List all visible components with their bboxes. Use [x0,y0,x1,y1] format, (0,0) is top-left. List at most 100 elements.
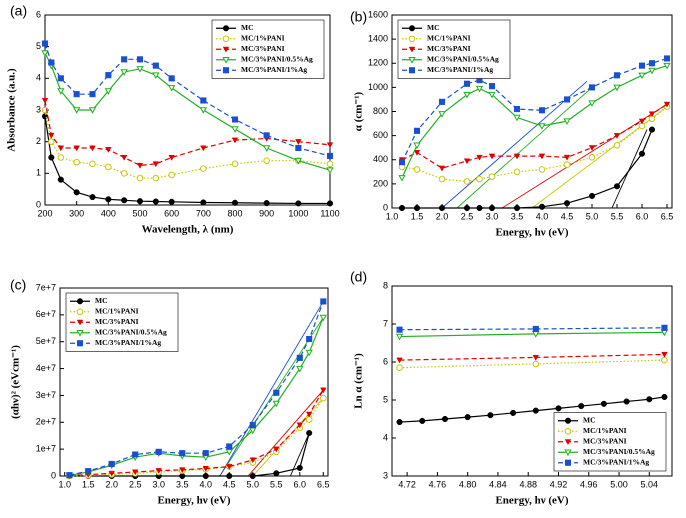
marker [57,145,65,152]
marker [513,153,521,160]
marker [222,67,230,74]
x-tick-label: 5.04 [641,479,659,489]
marker [413,142,421,150]
legend-label: MC [583,415,596,424]
marker [272,400,280,408]
x-tick-label: 1.0 [58,479,71,489]
series-line [69,432,310,477]
marker [200,199,207,206]
marker [588,154,596,161]
x-tick-label: 3.0 [152,479,165,489]
marker [513,114,521,122]
x-tick-label: 800 [227,208,242,218]
y-tick-label: 6e+7 [36,309,56,319]
y-tick-label: 4e+7 [36,363,56,373]
x-tick-label: 600 [164,208,179,218]
legend-label: MC/3%PANI [241,44,285,53]
y-tick-label: 8 [383,280,388,290]
x-tick-label: 4.5 [561,211,574,221]
marker [179,467,186,474]
marker [48,59,55,66]
marker [152,62,159,69]
marker [231,116,239,123]
marker [326,152,334,159]
legend-label: MC/3%PANI/0.5%Ag [427,54,499,63]
marker [306,335,313,343]
x-tick-label: 400 [101,208,116,218]
marker [231,137,239,144]
marker [136,174,144,182]
marker [488,173,496,180]
fit-line [441,81,588,209]
legend-label: MC/3%PANI [95,317,139,326]
marker [136,56,144,63]
marker [89,194,96,201]
marker [200,145,207,152]
marker [41,50,49,57]
marker [222,46,230,53]
y-tick-label: 3 [383,470,388,480]
marker [663,101,671,108]
y-tick-label: 3 [36,104,41,114]
y-tick-label: 5 [36,41,41,51]
marker [136,198,144,205]
y-tick-label: 200 [373,178,388,188]
marker [73,189,80,196]
x-tick-label: 300 [69,208,84,218]
x-tick-label: 4.96 [580,479,598,489]
marker [120,155,128,161]
marker [475,85,484,93]
y-axis-label: α (cm⁻¹) [353,91,365,131]
marker [179,450,186,457]
marker [613,183,621,190]
legend-box [553,412,667,472]
x-tick-label: 200 [37,208,52,218]
series-line [401,106,668,183]
x-tick-label: 3.0 [486,211,499,221]
x-tick-label: 2.5 [129,479,142,489]
fit-line [611,129,648,209]
x-tick-label: 2.5 [461,211,474,221]
legend-label: MC/1%PANI [583,426,627,435]
marker [120,69,128,76]
y-tick-label: 6 [36,9,41,19]
legend-label: MC [241,23,254,32]
y-axis-label: Ln α (cm⁻¹) [353,353,365,409]
x-tick-label: 1.0 [386,211,399,221]
panel: (c) 1.0 1.5 2.0 2.5 3.0 3.5 4.0 4.5 5.0 5.5 6.0 6.5 0… [10,277,330,507]
plot-frame [391,285,673,477]
y-tick-label: 0 [51,470,56,480]
y-tick-label: 4 [383,432,388,442]
y-tick-label: 3e+7 [36,390,56,400]
x-tick-label: 4.92 [550,479,568,489]
marker [320,298,327,305]
marker [155,448,162,455]
marker [249,421,256,429]
marker [563,161,571,168]
y-tick-label: 1000 [368,82,388,92]
marker [57,88,65,95]
x-tick-label: 4.80 [459,479,477,489]
marker [564,439,572,446]
marker [463,204,471,212]
marker [105,196,112,203]
marker [105,72,112,79]
marker [564,427,572,435]
marker [179,472,186,480]
legend-label: MC/1%PANI [241,33,285,42]
fit-line [456,87,593,209]
marker [396,418,403,426]
marker [398,159,406,166]
x-tick-label: 3.5 [511,211,524,221]
marker [408,25,416,32]
marker [538,203,546,210]
legend-box [211,19,325,79]
y-tick-label: 2e+7 [36,417,56,427]
marker [76,298,84,305]
marker [320,387,327,394]
x-tick-label: 4.5 [223,479,236,489]
marker [231,126,239,133]
x-tick-label: 5.0 [247,479,260,489]
panel: (d) 4.72 4.76 4.80 4.84 4.88 4.92 4.96 5.00 5.04 3… [350,269,673,507]
